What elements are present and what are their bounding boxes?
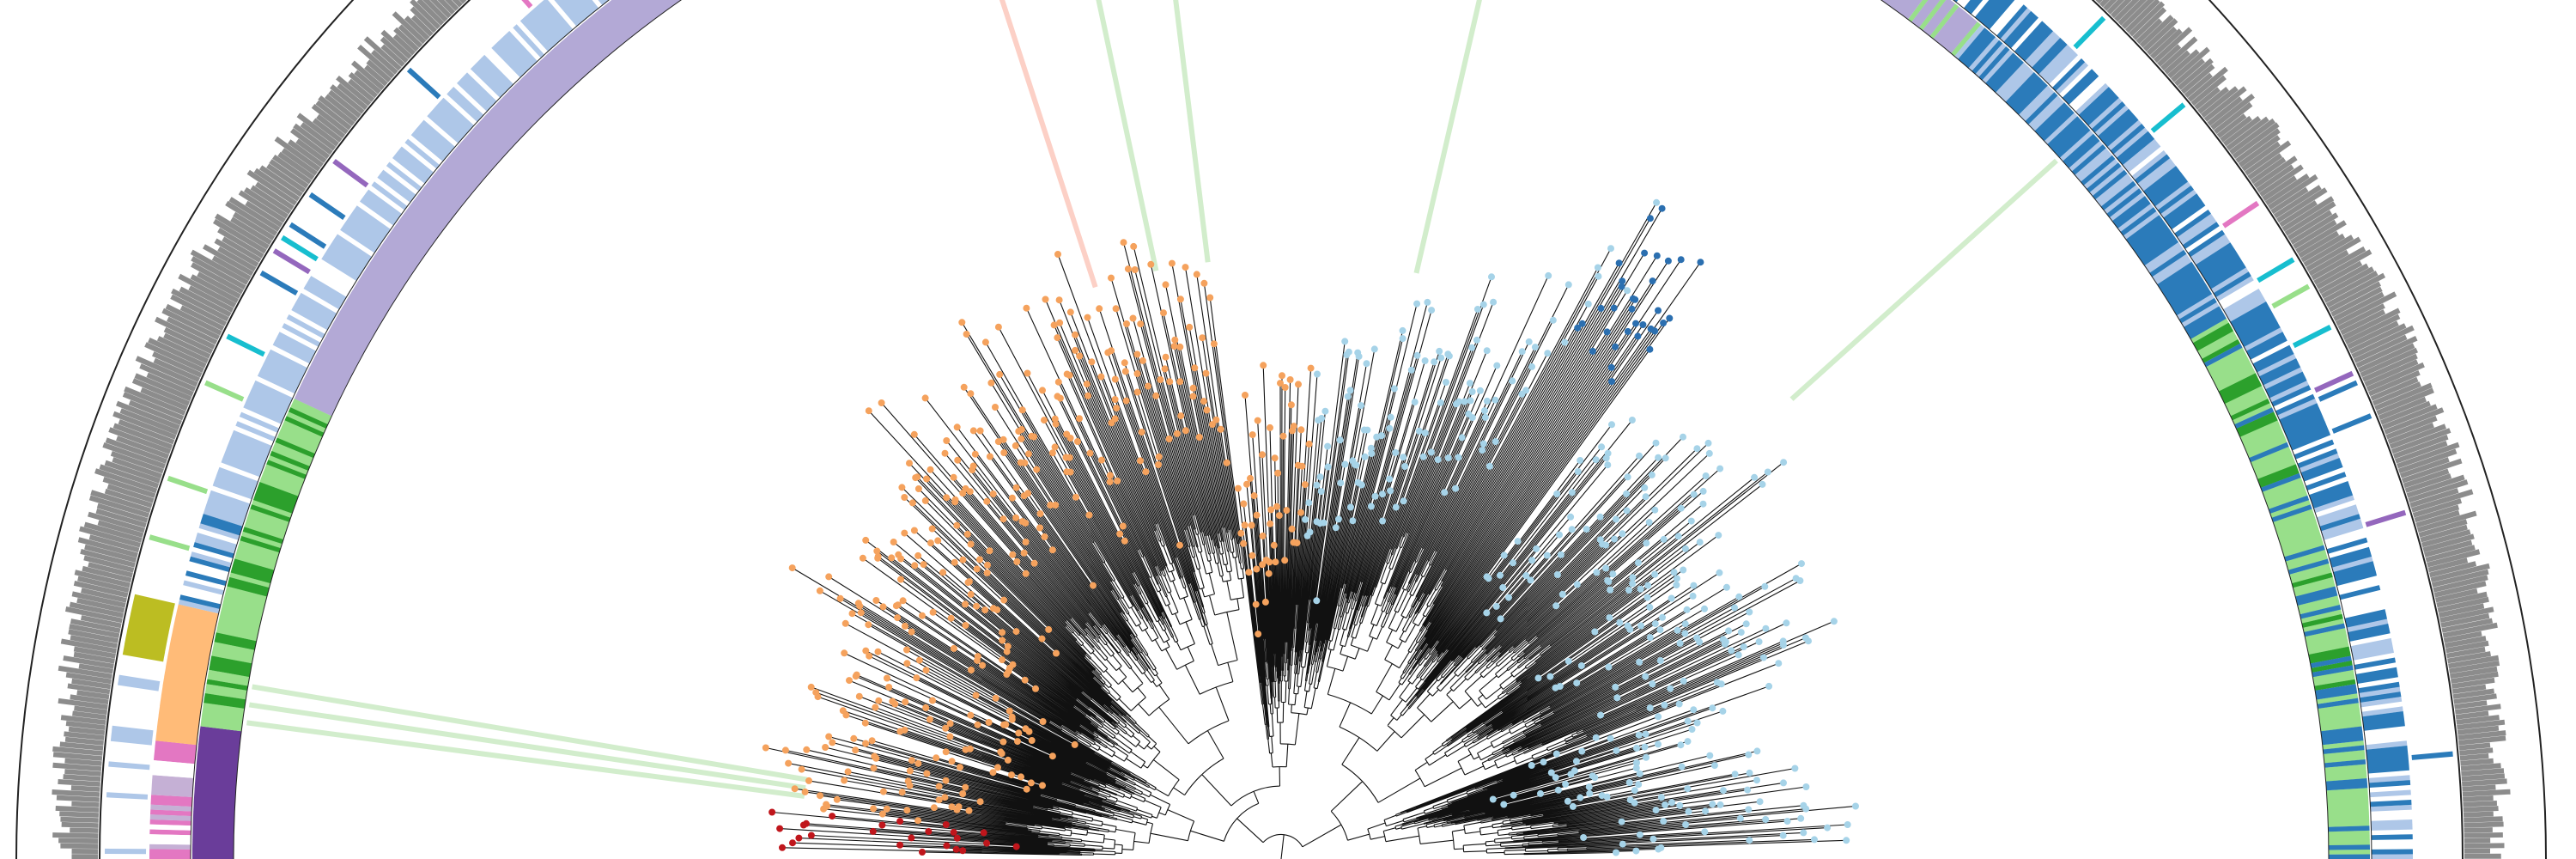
highlight-line bbox=[1173, 0, 1211, 263]
highlight-line bbox=[999, 0, 1098, 289]
tree-branches bbox=[765, 202, 1856, 859]
highlight-line bbox=[252, 684, 808, 783]
ring-category-b bbox=[191, 726, 242, 859]
highlight-line bbox=[1413, 0, 1482, 274]
ring-category-a bbox=[149, 740, 197, 859]
outer-arc bbox=[15, 0, 2547, 859]
highlight-line bbox=[248, 702, 806, 791]
ring-border bbox=[233, 0, 2330, 859]
highlight-line bbox=[1789, 158, 2058, 401]
ring-sparse bbox=[105, 674, 161, 855]
ring-sparse bbox=[122, 594, 175, 662]
highlight-line bbox=[1096, 0, 1159, 271]
ring-category-b bbox=[1954, 24, 2220, 327]
ring-sparse bbox=[104, 655, 164, 859]
bar-baseline-arc bbox=[99, 0, 2464, 859]
highlight-line bbox=[246, 720, 805, 799]
ring-border bbox=[190, 0, 2372, 859]
ring-category-a bbox=[149, 775, 194, 850]
ring-category-a bbox=[155, 604, 219, 746]
